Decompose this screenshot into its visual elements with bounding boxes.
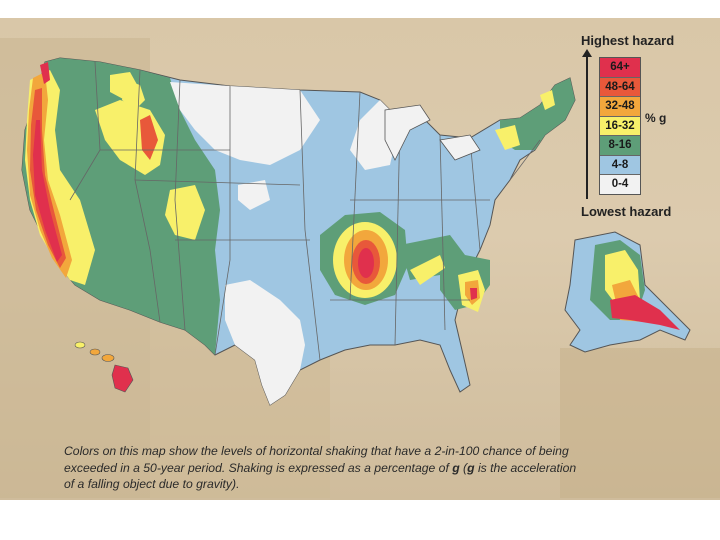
hazard-zone-64-plus	[40, 62, 50, 84]
hazard-zone-16-32	[495, 125, 520, 150]
hazard-zone-0-4	[238, 180, 270, 210]
hazard-zone-64-plus	[358, 248, 374, 278]
great-lakes	[439, 134, 481, 161]
legend-arrow	[582, 49, 592, 199]
hawaii-island	[101, 354, 115, 362]
hawaii-map	[74, 341, 134, 393]
hazard-zone-48-64	[140, 115, 158, 160]
caption-line: of a falling object due to gravity).	[64, 477, 240, 491]
caption-line: (	[459, 460, 468, 475]
caption-line: Colors on this map show the levels of ho…	[64, 444, 569, 458]
caption-g-symbol: g	[467, 460, 475, 475]
hawaii-island	[111, 364, 134, 393]
hazard-zone-0-4	[225, 280, 305, 405]
legend-class-0: 64+	[600, 58, 640, 78]
legend-class-3: 16-32	[600, 116, 640, 136]
alaska-map	[564, 231, 691, 353]
legend-bottom-label: Lowest hazard	[581, 204, 672, 219]
legend-class-1: 48-64	[600, 77, 640, 97]
hawaii-island	[74, 341, 86, 349]
great-lakes	[384, 104, 431, 161]
legend-class-2: 32-48	[600, 97, 640, 117]
hazard-zone-16-32	[410, 255, 445, 285]
legend-unit: % g	[645, 111, 667, 125]
hazard-map	[21, 57, 691, 406]
map-caption: Colors on this map show the levels of ho…	[64, 443, 684, 493]
legend-top-label: Highest hazard	[581, 33, 675, 48]
hazard-zone-64-plus	[33, 120, 62, 262]
legend-class-4: 8-16	[600, 136, 640, 156]
caption-line: is the acceleration	[474, 460, 577, 475]
legend-scale: 64+ 48-64 32-48 16-32 8-16 4-8 0-4	[599, 57, 641, 195]
hazard-zone-64-plus	[610, 295, 680, 330]
background-building	[560, 348, 720, 498]
hazard-zone-0-4	[170, 82, 320, 165]
legend-class-5: 4-8	[600, 155, 640, 175]
caption-line: exceeded in a 50-year period. Shaking is…	[64, 460, 453, 475]
state-borders	[69, 61, 541, 361]
contiguous-us-map	[21, 57, 576, 406]
hazard-zone-16-32	[540, 90, 555, 110]
caption-g-symbol: g	[452, 460, 460, 475]
hazard-zone-8-16	[22, 58, 220, 355]
hazard-zone-64-plus	[470, 288, 477, 300]
hazard-zone-8-16	[500, 78, 575, 150]
legend-class-6: 0-4	[600, 175, 640, 194]
hawaii-island	[89, 348, 101, 356]
